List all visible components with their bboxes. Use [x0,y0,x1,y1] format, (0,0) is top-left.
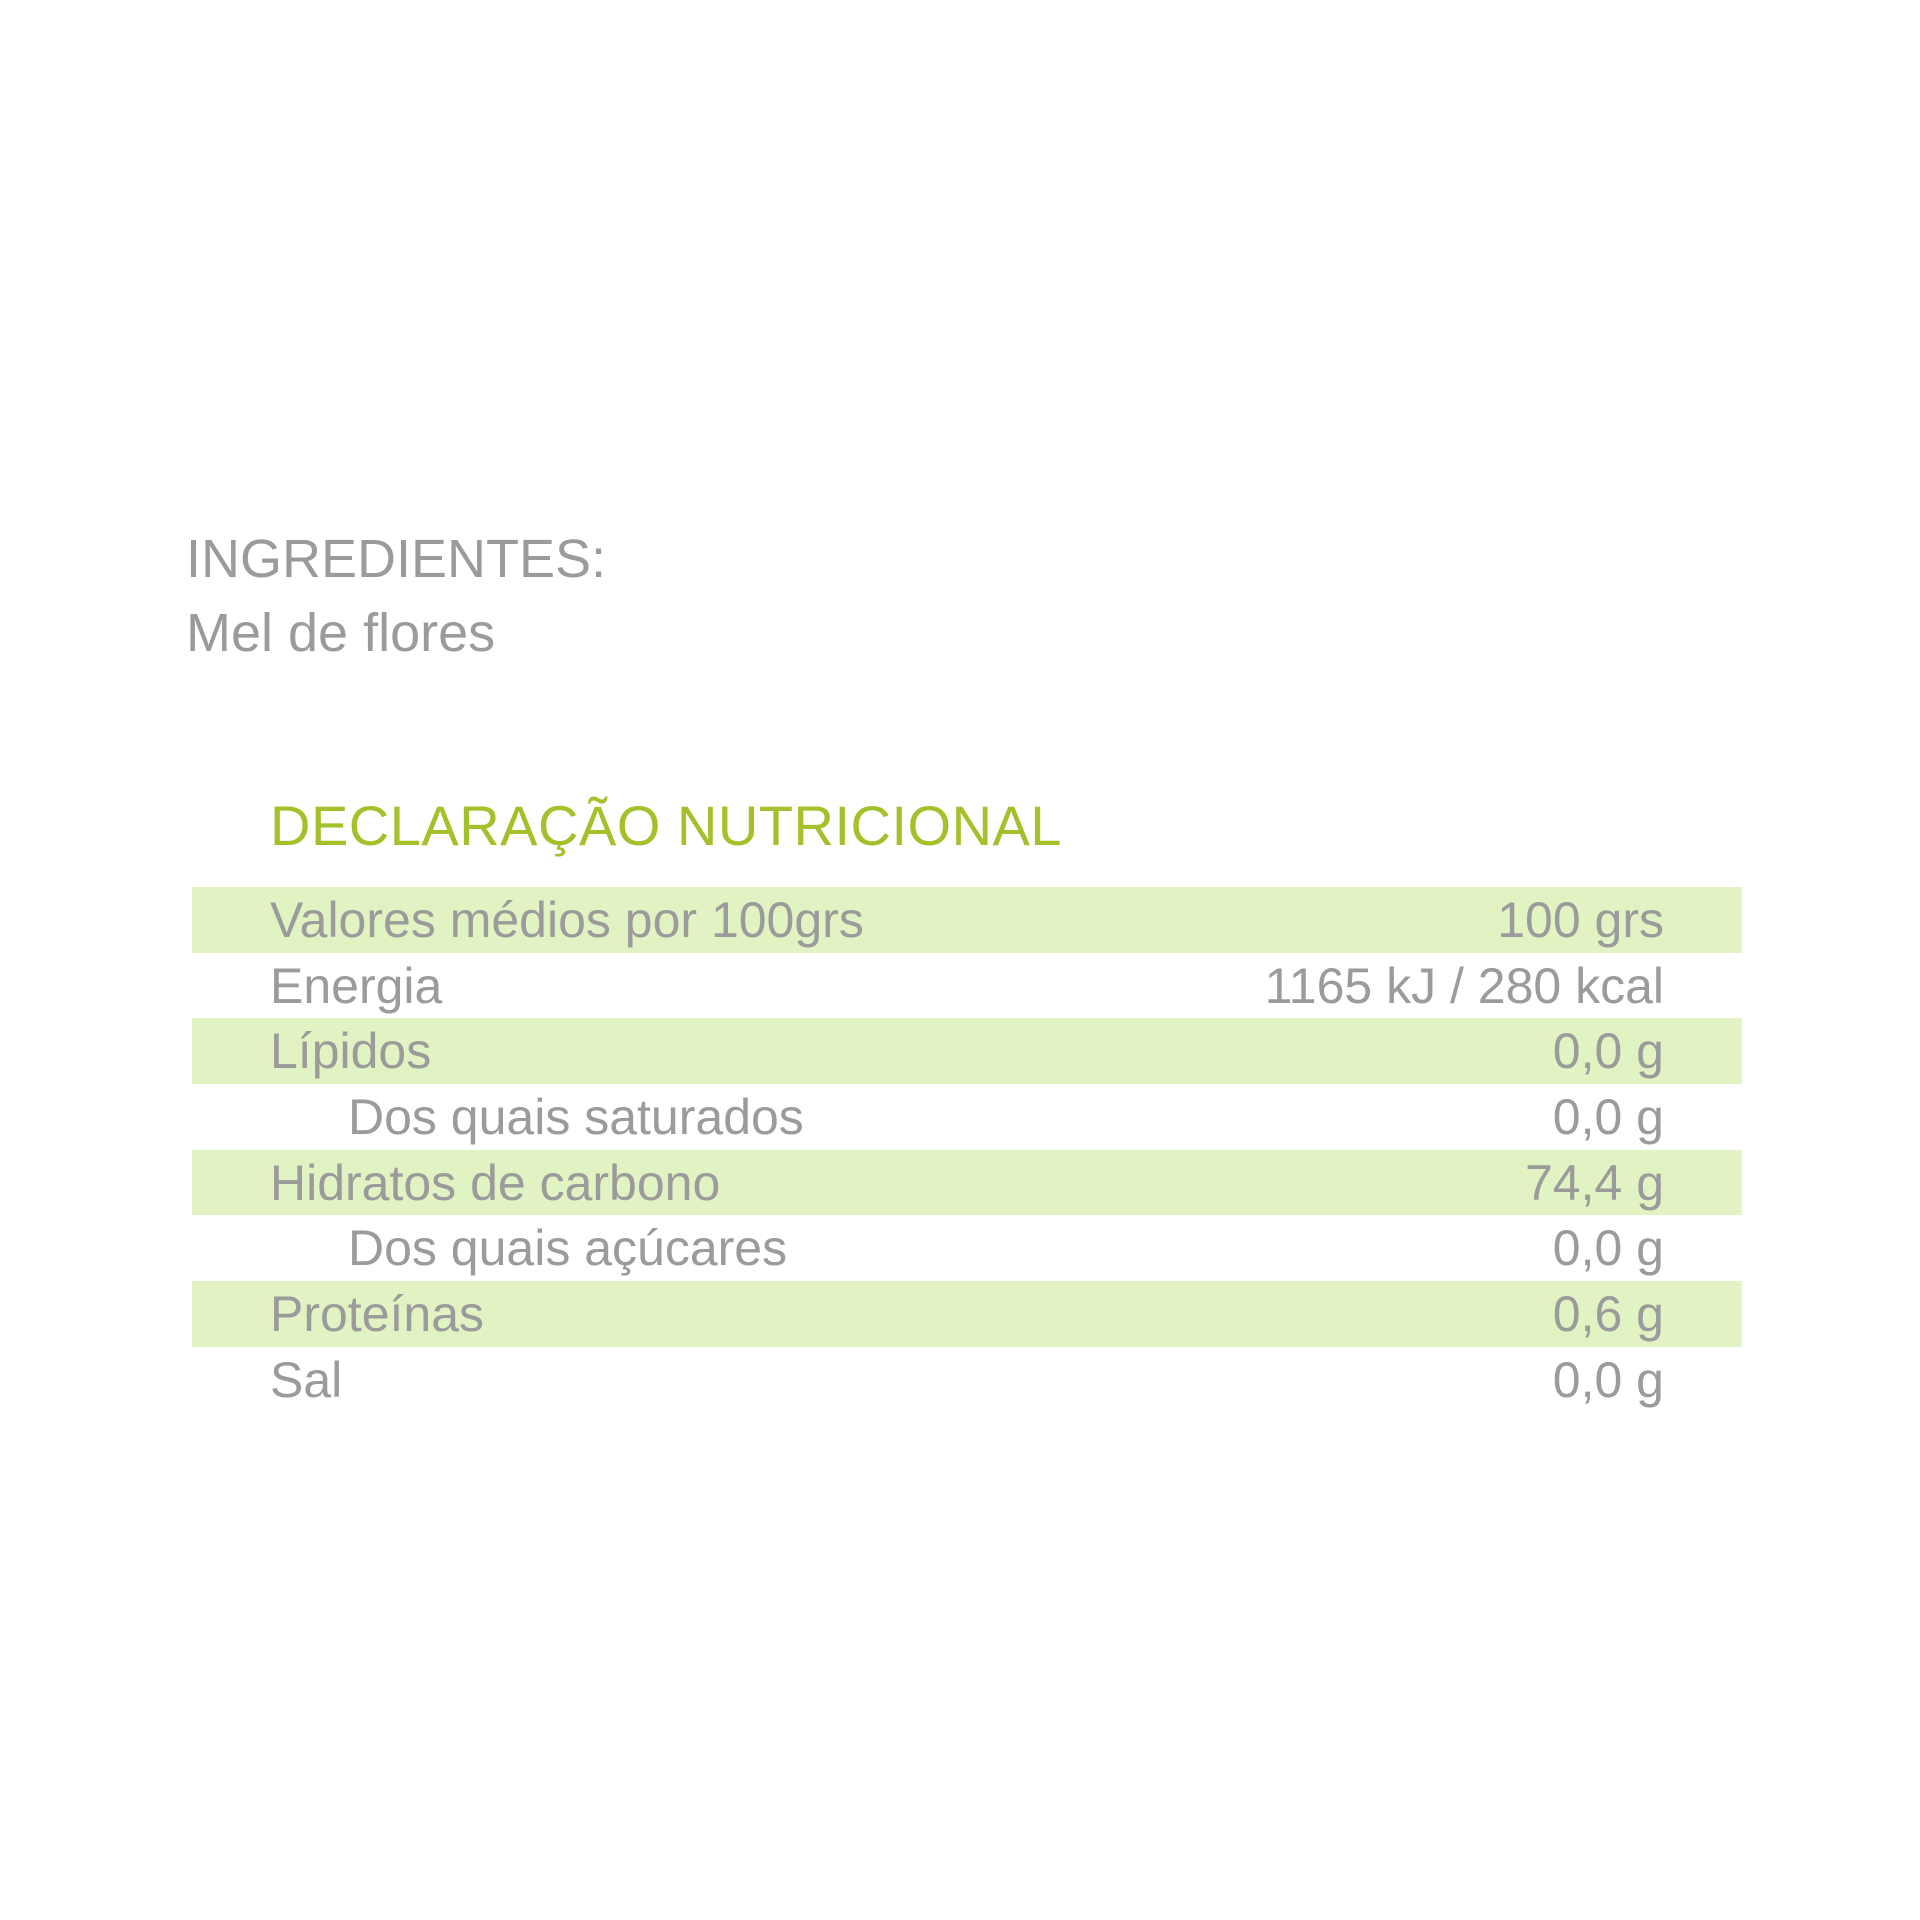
row-label: Valores médios por 100grs [270,891,864,948]
row-label: Energia [270,957,443,1014]
row-value: 0,0 g [1552,1088,1664,1145]
table-row: Lípidos 0,0 g [192,1018,1742,1085]
row-label: Hidratos de carbono [270,1154,721,1211]
row-value: 0,0 g [1552,1220,1664,1277]
ingredients-text: Mel de flores [186,603,496,663]
row-value: 100 grs [1497,891,1664,948]
table-row: Valores médios por 100grs 100 grs [192,887,1742,953]
row-label: Dos quais açúcares [348,1220,788,1277]
row-value: 0,6 g [1552,1285,1664,1342]
table-row: Proteínas 0,6 g [192,1281,1742,1347]
row-value: 74,4 g [1524,1154,1664,1211]
nutrition-title: DECLARAÇÃO NUTRICIONAL [270,794,1063,857]
row-label: Proteínas [270,1285,485,1342]
table-row: Dos quais saturados 0,0 g [192,1084,1742,1150]
table-row: Hidratos de carbono 74,4 g [192,1149,1742,1216]
row-label: Lípidos [270,1023,432,1080]
row-value: 1165 kJ / 280 kcal [1264,957,1664,1014]
row-label: Dos quais saturados [348,1088,804,1145]
row-value: 0,0 g [1552,1351,1664,1408]
table-row: Energia 1165 kJ / 280 kcal [192,953,1742,1019]
table-row: Sal 0,0 g [192,1347,1742,1413]
row-value: 0,0 g [1552,1023,1664,1080]
table-row: Dos quais açúcares 0,0 g [192,1215,1742,1281]
row-label: Sal [270,1351,343,1408]
ingredients-heading: INGREDIENTES: [186,529,607,589]
ingredients-section: INGREDIENTES: Mel de flores [186,522,606,670]
nutrition-table: Valores médios por 100grs 100 grs Energia… [192,887,1742,1413]
